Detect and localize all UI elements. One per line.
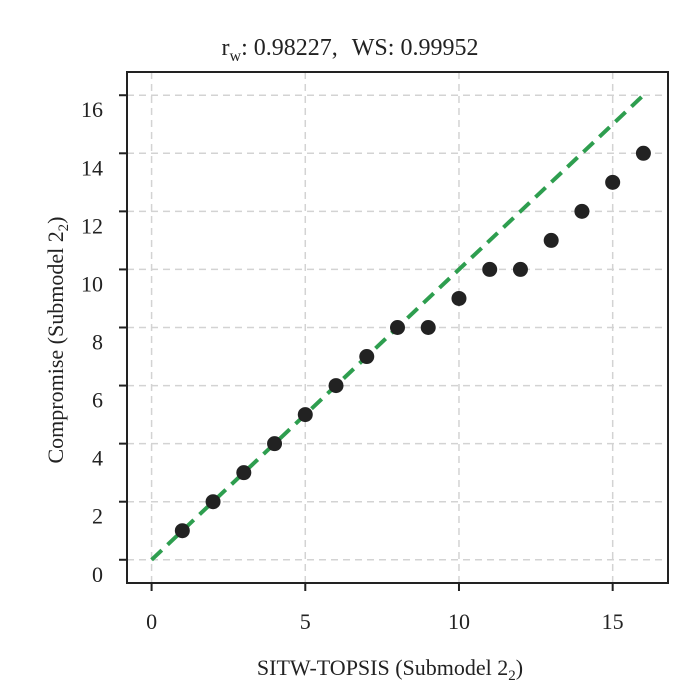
title-r-subscript: w <box>230 48 242 65</box>
data-point-9 <box>420 320 436 335</box>
x-axis-label-text: SITW-TOPSIS (Submodel 2 <box>257 655 508 680</box>
data-point-14 <box>574 203 590 219</box>
x-tick-label: 0 <box>146 609 157 634</box>
data-point-4 <box>267 436 283 452</box>
axis-ticks <box>119 94 614 591</box>
x-axis-label-subscript: 2 <box>508 668 516 684</box>
data-points <box>174 145 651 539</box>
data-point-6 <box>328 378 344 394</box>
y-tick-label: 12 <box>81 213 103 238</box>
y-axis-label-subscript: 2 <box>56 224 72 232</box>
data-point-5 <box>297 407 313 423</box>
y-axis-label-text: Compromise (Submodel 2 <box>43 231 68 463</box>
y-tick-label: 0 <box>92 562 103 587</box>
y-tick-label: 2 <box>92 504 103 529</box>
y-tick-label: 6 <box>92 388 103 413</box>
chart-title: rw: 0.98227, WS: 0.99952 <box>222 35 479 65</box>
y-tick-label: 10 <box>81 271 103 296</box>
data-point-2 <box>205 494 221 510</box>
y-axis-label-close: ) <box>43 216 68 223</box>
x-axis-label-close: ) <box>516 655 523 680</box>
title-r-symbol: r <box>222 35 230 61</box>
data-point-12 <box>512 261 528 277</box>
y-tick-label: 8 <box>92 330 103 355</box>
axis-tick-labels: 0 5 10 15 0 2 4 6 8 10 12 14 16 <box>81 97 624 634</box>
y-axis-label: Compromise (Submodel 22) <box>43 216 72 463</box>
data-point-16 <box>635 145 651 161</box>
data-point-3 <box>236 465 252 481</box>
y-tick-label: 16 <box>81 97 103 122</box>
data-point-7 <box>359 349 375 365</box>
x-tick-label: 10 <box>448 609 470 634</box>
plot-frame <box>126 71 669 584</box>
title-ws: WS: 0.99952 <box>352 35 479 61</box>
data-point-11 <box>482 261 498 277</box>
x-tick-label: 5 <box>300 609 311 634</box>
data-point-1 <box>174 523 190 539</box>
x-axis-label: SITW-TOPSIS (Submodel 22) <box>257 655 523 684</box>
title-r-value: : 0.98227, <box>241 35 338 61</box>
data-point-8 <box>390 320 405 335</box>
data-point-15 <box>605 174 621 190</box>
x-tick-label: 15 <box>602 609 624 634</box>
data-point-10 <box>451 290 467 306</box>
y-tick-label: 4 <box>92 446 103 471</box>
data-point-13 <box>543 232 559 248</box>
y-tick-label: 14 <box>81 155 103 180</box>
